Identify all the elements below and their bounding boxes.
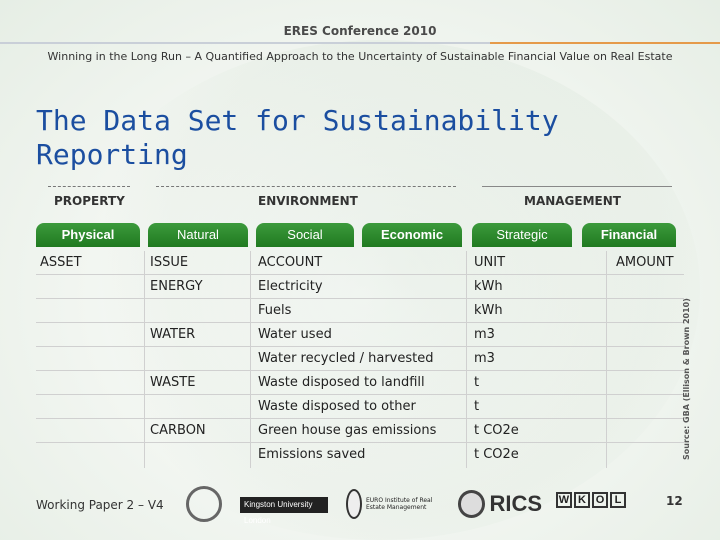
unit-cell: m3 xyxy=(474,351,495,366)
account-cell: Green house gas emissions xyxy=(258,423,437,438)
tab-strategic: Strategic xyxy=(472,223,572,247)
unit-cell: kWh xyxy=(474,303,503,318)
rics-logo: RICS xyxy=(458,486,542,522)
account-cell: Water used xyxy=(258,327,332,342)
rics-globe-icon xyxy=(458,490,486,518)
property-rule xyxy=(48,186,130,187)
category-property: PROPERTY xyxy=(54,194,125,208)
tab-physical: Physical xyxy=(36,223,140,247)
background-globe xyxy=(60,40,700,540)
issue-cell: WASTE xyxy=(150,375,196,390)
table-row: Water recycled / harvested m3 xyxy=(36,347,684,371)
unit-cell: t CO2e xyxy=(474,447,519,462)
issue-cell: CARBON xyxy=(150,423,206,438)
wkol-letter: O xyxy=(592,492,608,508)
management-rule xyxy=(482,186,672,187)
tab-economic: Economic xyxy=(362,223,462,247)
euro-institute-text: EURO Institute of Real Estate Management xyxy=(365,497,433,511)
danube-university-logo xyxy=(186,486,222,522)
header-amount: AMOUNT xyxy=(616,255,674,270)
header-issue: ISSUE xyxy=(150,255,189,270)
pillar-tabs: Physical Natural Social Economic Strateg… xyxy=(36,223,676,247)
column-divider xyxy=(144,251,145,468)
table-row: Fuels kWh xyxy=(36,299,684,323)
wkol-letter: K xyxy=(574,492,590,508)
account-cell: Fuels xyxy=(258,303,292,318)
header-rule xyxy=(0,42,720,44)
account-cell: Waste disposed to landfill xyxy=(258,375,425,390)
account-cell: Electricity xyxy=(258,279,323,294)
unit-cell: t xyxy=(474,375,480,390)
unit-cell: m3 xyxy=(474,327,495,342)
table-row: CARBON Green house gas emissions t CO2e xyxy=(36,419,684,443)
unit-cell: kWh xyxy=(474,279,503,294)
euro-seal-icon xyxy=(346,489,362,519)
tab-financial: Financial xyxy=(582,223,676,247)
table-row: WASTE Waste disposed to landfill t xyxy=(36,371,684,395)
header-asset: ASSET xyxy=(40,255,82,270)
column-divider xyxy=(250,251,251,468)
category-management: MANAGEMENT xyxy=(524,194,621,208)
slide-subtitle: Winning in the Long Run – A Quantified A… xyxy=(47,50,673,63)
source-note: Source: GBA (Ellison & Brown 2010) xyxy=(682,298,691,460)
sustainability-data-table: ASSET ISSUE ACCOUNT UNIT AMOUNT ENERGY E… xyxy=(36,251,684,467)
column-divider xyxy=(606,251,607,468)
page-number: 12 xyxy=(666,494,683,508)
environment-rule xyxy=(156,186,456,187)
category-environment: ENVIRONMENT xyxy=(258,194,358,208)
table-header-row: ASSET ISSUE ACCOUNT UNIT AMOUNT xyxy=(36,251,684,275)
issue-cell: WATER xyxy=(150,327,196,342)
account-cell: Emissions saved xyxy=(258,447,366,462)
tab-natural: Natural xyxy=(148,223,248,247)
wkol-letter: L xyxy=(610,492,626,508)
table-row: WATER Water used m3 xyxy=(36,323,684,347)
column-divider xyxy=(466,251,467,468)
issue-cell: ENERGY xyxy=(150,279,203,294)
rics-text: RICS xyxy=(489,491,542,516)
euro-institute-logo: EURO Institute of Real Estate Management xyxy=(346,486,436,522)
unit-cell: t CO2e xyxy=(474,423,519,438)
header-unit: UNIT xyxy=(474,255,506,270)
kingston-university-logo: Kingston University London xyxy=(240,497,328,525)
unit-cell: t xyxy=(474,399,480,414)
tab-social: Social xyxy=(256,223,354,247)
slide-title: The Data Set for Sustainability Reportin… xyxy=(36,104,559,171)
conference-title: ERES Conference 2010 xyxy=(283,24,437,38)
wkol-letter: W xyxy=(556,492,572,508)
table-row: Waste disposed to other t xyxy=(36,395,684,419)
table-row: ENERGY Electricity kWh xyxy=(36,275,684,299)
account-cell: Waste disposed to other xyxy=(258,399,416,414)
table-row: Emissions saved t CO2e xyxy=(36,443,684,467)
header-account: ACCOUNT xyxy=(258,255,323,270)
account-cell: Water recycled / harvested xyxy=(258,351,434,366)
working-paper-label: Working Paper 2 – V4 xyxy=(36,498,164,512)
wkol-logo: W K O L xyxy=(556,492,640,520)
